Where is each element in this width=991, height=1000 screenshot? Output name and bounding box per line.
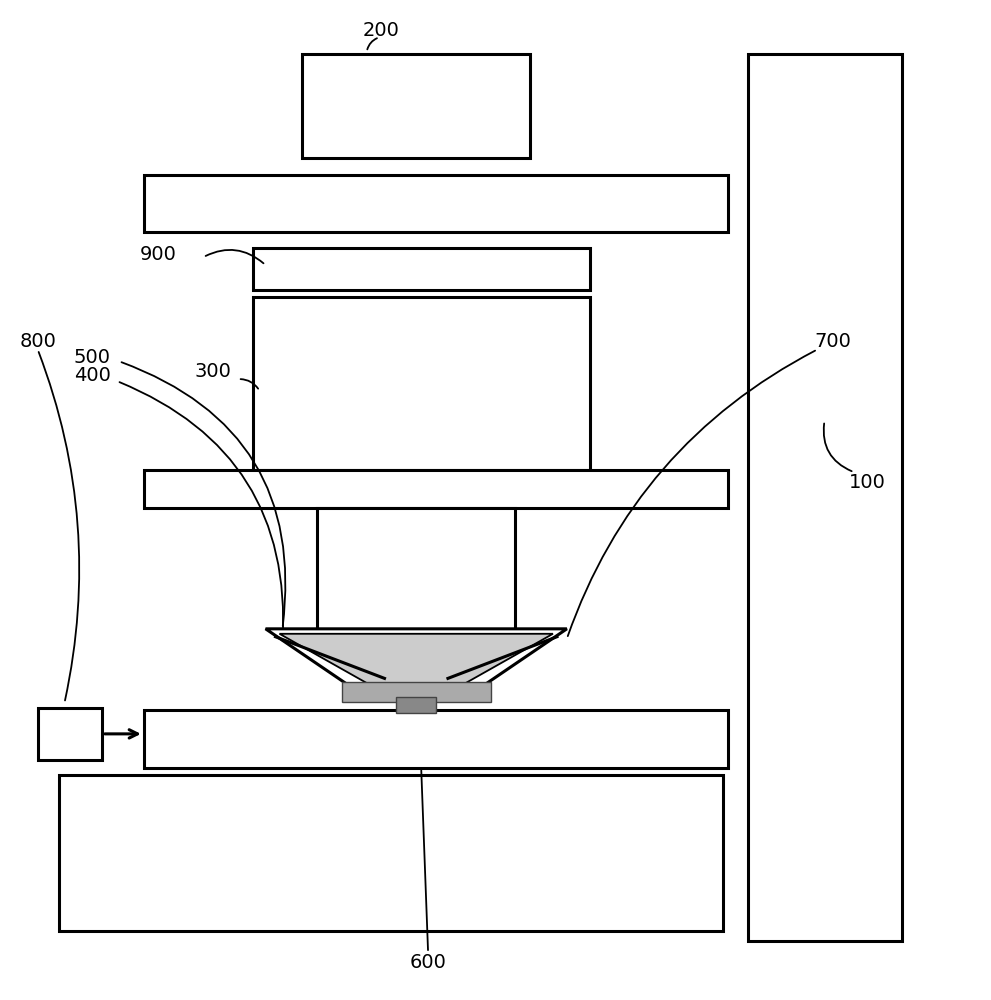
Bar <box>342 682 491 702</box>
Text: 500: 500 <box>73 348 111 367</box>
Text: 600: 600 <box>409 953 447 972</box>
Text: 300: 300 <box>194 362 232 381</box>
Text: 700: 700 <box>814 332 851 351</box>
Text: 200: 200 <box>363 21 400 40</box>
Text: 900: 900 <box>140 245 177 264</box>
Bar <box>144 470 728 508</box>
Bar <box>144 175 728 232</box>
Bar <box>253 297 590 470</box>
Bar <box>253 248 590 290</box>
Polygon shape <box>266 629 567 696</box>
Text: 800: 800 <box>19 332 56 351</box>
Bar <box>59 775 723 931</box>
Bar <box>38 708 102 760</box>
Bar <box>748 54 902 941</box>
Bar <box>144 710 728 768</box>
Bar <box>302 54 530 158</box>
Polygon shape <box>279 634 553 690</box>
Text: 400: 400 <box>73 366 111 385</box>
Bar <box>317 508 515 629</box>
Text: 100: 100 <box>848 473 886 492</box>
Bar <box>396 697 436 713</box>
